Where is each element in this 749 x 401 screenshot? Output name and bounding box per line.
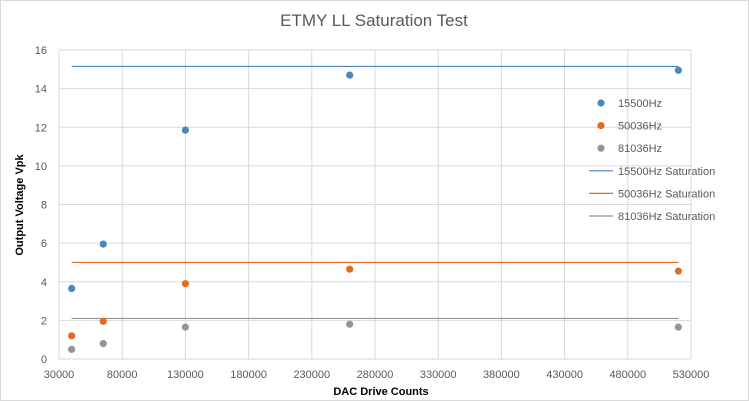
- y-tick-label: 2: [41, 315, 47, 327]
- x-axis-title: DAC Drive Counts: [333, 386, 428, 398]
- y-tick-label: 14: [35, 84, 47, 96]
- y-tick-label: 16: [35, 45, 47, 57]
- legend-label-81036hz-saturation: 81036Hz Saturation: [618, 211, 715, 223]
- x-tick-label: 480000: [609, 369, 646, 381]
- point-50036hz: [674, 267, 682, 275]
- x-tick-label: 130000: [167, 369, 204, 381]
- legend-label-15500hz: 15500Hz: [618, 98, 662, 110]
- y-tick-label: 0: [41, 354, 47, 366]
- y-tick-label: 12: [35, 122, 47, 134]
- x-tick-label: 330000: [420, 369, 457, 381]
- saturation-lines: [71, 65, 679, 320]
- legend: 15500Hz 50036Hz 81036Hz 15500Hz Saturation 5…: [589, 98, 715, 223]
- point-15500hz: [99, 240, 107, 248]
- legend-label-81036hz: 81036Hz: [618, 143, 662, 155]
- legend-swatch-50036hz: [597, 122, 605, 130]
- x-tick-label: 230000: [293, 369, 330, 381]
- legend-swatch-15500hz: [597, 99, 605, 107]
- x-tick-label: 430000: [546, 369, 583, 381]
- point-81036hz: [68, 345, 76, 353]
- point-15500hz: [181, 126, 189, 134]
- y-tick-label: 4: [41, 277, 47, 289]
- x-tick-label: 180000: [230, 369, 267, 381]
- chart-title: ETMY LL Saturation Test: [280, 11, 468, 30]
- data-points: [68, 66, 682, 353]
- legend-label-50036hz: 50036Hz: [618, 121, 662, 133]
- legend-label-50036hz-saturation: 50036Hz Saturation: [618, 188, 715, 200]
- y-axis-title: Output Voltage Vpk: [14, 154, 26, 256]
- point-15500hz: [674, 66, 682, 74]
- y-tick-label: 8: [41, 200, 47, 212]
- point-81036hz: [674, 323, 682, 331]
- point-50036hz: [346, 265, 354, 273]
- x-tick-label: 30000: [44, 369, 75, 381]
- point-15500hz: [346, 71, 354, 79]
- point-81036hz: [346, 320, 354, 328]
- grid: [58, 49, 692, 360]
- y-tick-label: 10: [35, 161, 47, 173]
- x-tick-label: 80000: [107, 369, 138, 381]
- x-tick-label: 530000: [673, 369, 710, 381]
- point-50036hz: [181, 280, 189, 288]
- point-50036hz: [99, 317, 107, 325]
- point-15500hz: [68, 284, 76, 293]
- legend-label-15500hz-saturation: 15500Hz Saturation: [618, 166, 715, 178]
- x-tick-label: 380000: [483, 369, 520, 381]
- point-81036hz: [181, 323, 189, 331]
- tick-labels: 30000 80000 130000 180000 230000 280000 330000…: [35, 45, 710, 381]
- x-tick-label: 280000: [357, 369, 394, 381]
- point-50036hz: [68, 332, 76, 340]
- point-81036hz: [99, 339, 107, 348]
- y-tick-label: 6: [41, 238, 47, 250]
- legend-swatch-81036hz: [597, 144, 605, 152]
